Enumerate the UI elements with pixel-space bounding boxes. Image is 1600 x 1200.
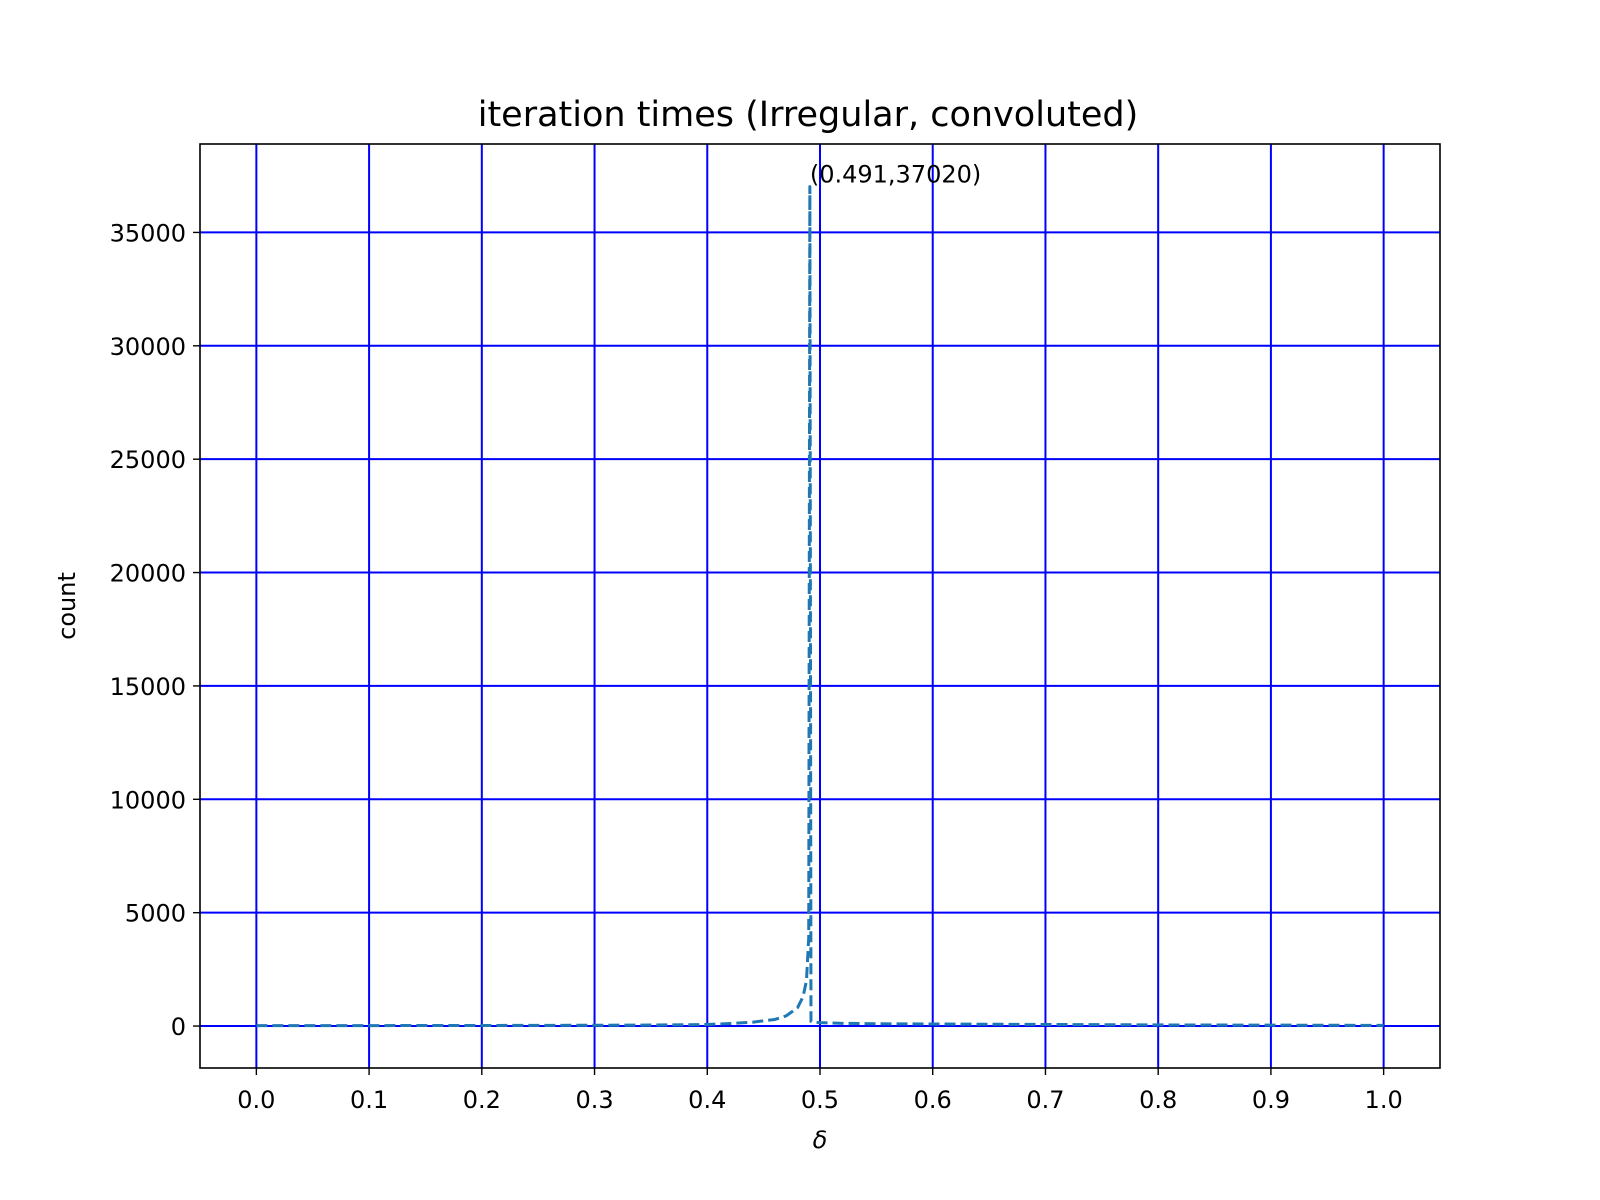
x-tick-label: 0.6 — [914, 1086, 952, 1114]
y-tick-label: 0 — [171, 1013, 186, 1041]
x-tick-label: 0.9 — [1252, 1086, 1290, 1114]
x-tick-label: 0.1 — [350, 1086, 388, 1114]
x-tick-label: 0.5 — [801, 1086, 839, 1114]
plot-frame — [199, 143, 1441, 1069]
y-tick-label: 35000 — [110, 219, 186, 247]
x-axis-label: δ — [813, 1126, 828, 1154]
x-tick-label: 1.0 — [1365, 1086, 1403, 1114]
x-tick-label: 0.0 — [237, 1086, 275, 1114]
x-tick-label: 0.2 — [463, 1086, 501, 1114]
x-tick-label: 0.3 — [575, 1086, 613, 1114]
y-tick-label: 30000 — [110, 333, 186, 361]
chart-title: iteration times (Irregular, convoluted) — [478, 95, 1139, 135]
y-tick-label: 5000 — [125, 900, 186, 928]
y-tick-label: 20000 — [110, 560, 186, 588]
y-axis-label: count — [53, 572, 81, 640]
plot-area — [256, 185, 1384, 1028]
x-tick-label: 0.7 — [1026, 1086, 1064, 1114]
series-line — [256, 185, 1384, 1028]
y-tick-label: 10000 — [110, 786, 186, 814]
peak-annotation: (0.491,37020) — [810, 161, 981, 189]
y-tick-label: 25000 — [110, 446, 186, 474]
axis-ticks: 0.0 0.1 0.2 0.3 0.4 0.5 0.6 0.7 0.8 0.9 1.0 0 5000 10… — [110, 219, 1403, 1114]
x-tick-label: 0.8 — [1139, 1086, 1177, 1114]
x-tick-label: 0.4 — [688, 1086, 726, 1114]
y-tick-label: 15000 — [110, 673, 186, 701]
